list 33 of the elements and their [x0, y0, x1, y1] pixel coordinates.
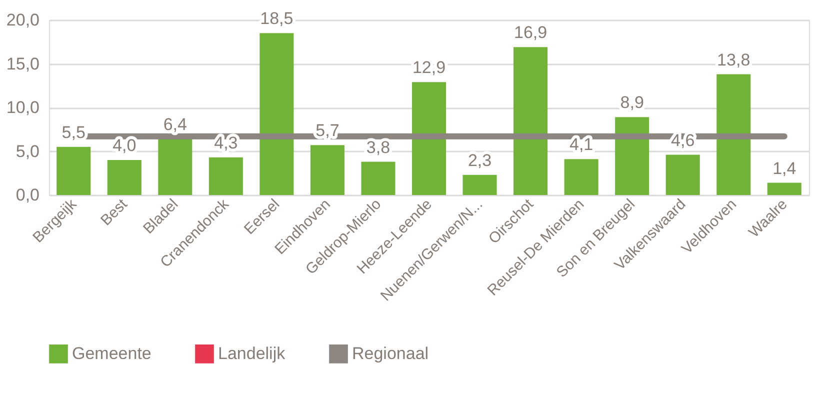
- bar: [767, 182, 802, 195]
- bar: [260, 33, 294, 195]
- data-label: 8,9: [620, 93, 644, 112]
- data-label: 2,3: [468, 150, 492, 170]
- y-tick-label: 5,0: [16, 142, 40, 161]
- data-label: 16,9: [514, 23, 548, 42]
- data-label: 12,9: [412, 58, 446, 78]
- bar: [462, 174, 497, 195]
- bar: [310, 145, 344, 195]
- data-label: 18,5: [260, 9, 294, 28]
- data-label: 3,8: [366, 138, 390, 157]
- bar: [615, 117, 650, 195]
- bar: [716, 74, 751, 195]
- y-tick-label: 10,0: [6, 98, 40, 117]
- data-label: 4,0: [112, 136, 136, 155]
- bar: [208, 157, 243, 195]
- bar: [514, 47, 548, 195]
- bar: [412, 82, 446, 195]
- bar: [158, 139, 192, 195]
- bar: [361, 162, 396, 195]
- y-tick-label: 15,0: [6, 54, 40, 74]
- bar: [564, 159, 598, 195]
- data-label: 4,1: [569, 135, 594, 154]
- data-label: 13,8: [717, 50, 750, 70]
- legend-label: Landelijk: [218, 344, 286, 363]
- bar: [107, 160, 142, 195]
- legend-label: Gemeente: [72, 344, 152, 363]
- bar: [56, 146, 91, 195]
- bar: [666, 154, 700, 195]
- data-label: 1,4: [772, 158, 796, 178]
- y-tick-label: 20,0: [6, 10, 40, 30]
- data-label: 6,4: [163, 115, 187, 134]
- legend-label: Regionaal: [352, 344, 429, 363]
